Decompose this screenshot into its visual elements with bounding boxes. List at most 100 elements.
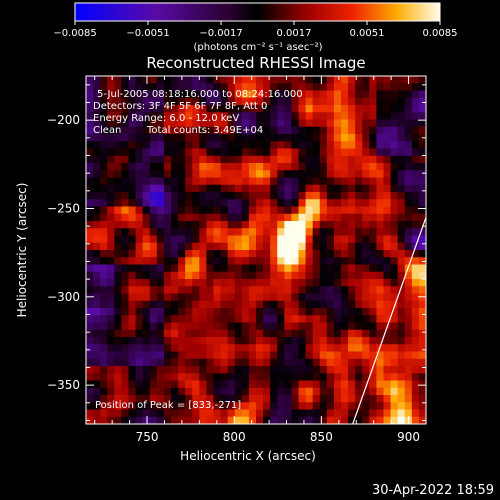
heatmap-cell [220,250,229,258]
heatmap-cell [171,366,179,374]
heatmap-cell [227,250,236,258]
heatmap-cell [369,257,377,265]
heatmap-cell [121,105,129,113]
heatmap-cell [298,271,306,280]
heatmap-cell [270,279,278,287]
heatmap-cell [362,409,370,418]
heatmap-cell [234,192,243,200]
heatmap-cell [178,387,186,396]
heatmap-cell [390,279,399,287]
heatmap-cell [248,329,257,338]
heatmap-cell [220,155,229,164]
heatmap-cell [128,148,136,157]
heatmap-cell [227,242,236,251]
heatmap-cell [319,90,328,99]
heatmap-cell [383,308,391,316]
heatmap-cell [383,242,391,251]
colorbar-ticks: −0.0085 −0.0051 −0.0017 0.0017 0.0051 0.0085 [53,21,458,39]
heatmap-cell [86,387,94,396]
heatmap-cell [107,279,115,287]
heatmap-cell [163,163,172,171]
heatmap-cell [178,126,186,135]
heatmap-cell [234,315,243,323]
heatmap-cell [185,366,193,374]
heatmap-cell [128,308,136,316]
heatmap-cell [178,250,186,258]
heatmap-cell [86,279,94,287]
heatmap-cell [178,402,186,410]
heatmap-cell [341,271,349,280]
heatmap-cell [341,163,349,171]
heatmap-cell [397,395,406,403]
heatmap-cell [178,90,186,99]
heatmap-cell [270,141,278,149]
heatmap-cell [107,387,115,396]
heatmap-cell [227,395,236,403]
heatmap-cell [220,112,229,120]
heatmap-cell [418,192,426,200]
heatmap-cell [418,221,426,229]
heatmap-cell [404,293,413,302]
heatmap-cell [397,315,406,323]
detectors-text: Detectors: 3F 4F 5F 6F 7F 8F, Att 0 [93,101,267,112]
heatmap-cell [86,148,94,157]
heatmap-cell [248,387,257,396]
heatmap-cell [213,373,221,381]
heatmap-cell [270,250,278,258]
heatmap-cell [284,416,292,424]
heatmap-cell [397,279,406,287]
heatmap-cell [86,366,94,374]
heatmap-cell [163,344,172,352]
heatmap-cell [156,387,165,396]
heatmap-cell [192,366,200,374]
heatmap-cell [227,163,236,171]
heatmap-cell [135,315,144,323]
heatmap-cell [369,184,377,193]
heatmap-cell [348,242,356,251]
heatmap-cell [192,293,200,302]
heatmap-cell [277,402,285,410]
heatmap-cell [171,373,179,381]
heatmap-cell [156,76,165,84]
heatmap-cell [149,337,158,345]
heatmap-cell [163,177,172,186]
heatmap-cell [291,192,299,200]
heatmap-cell [114,242,122,251]
heatmap-cell [234,387,243,396]
heatmap-cell [234,308,243,316]
heatmap-cell [397,163,406,171]
heatmap-cell [418,279,426,287]
heatmap-cell [418,83,426,91]
x-tick-label: 900 [397,430,420,444]
heatmap-cell [241,264,250,273]
heatmap-cell [369,221,377,229]
heatmap-cell [333,293,342,302]
heatmap-cell [369,373,377,381]
heatmap-cell [341,221,349,229]
heatmap-cell [404,141,413,149]
heatmap-cell [291,105,299,113]
heatmap-cell [199,213,207,222]
heatmap-cell [227,90,236,99]
heatmap-cell [270,221,278,229]
colorbar-units: (photons cm⁻² s⁻¹ asec⁻²) [193,42,322,53]
heatmap-cell [107,409,115,418]
heatmap-cell [206,221,214,229]
heatmap-cell [376,358,384,367]
heatmap-cell [234,126,243,135]
heatmap-cell [256,315,264,323]
heatmap-cell [100,126,108,135]
heatmap-cell [305,221,314,229]
heatmap-cell [355,264,363,273]
heatmap-cell [114,126,122,135]
heatmap-cell [277,206,285,215]
heatmap-cell [411,286,420,294]
heatmap-cell [312,322,321,331]
heatmap-cell [128,126,136,135]
heatmap-cell [241,221,250,229]
heatmap-cell [114,402,122,410]
heatmap-cell [114,337,122,345]
heatmap-cell [100,199,108,207]
heatmap-cell [107,329,115,338]
heatmap-cell [305,366,314,374]
